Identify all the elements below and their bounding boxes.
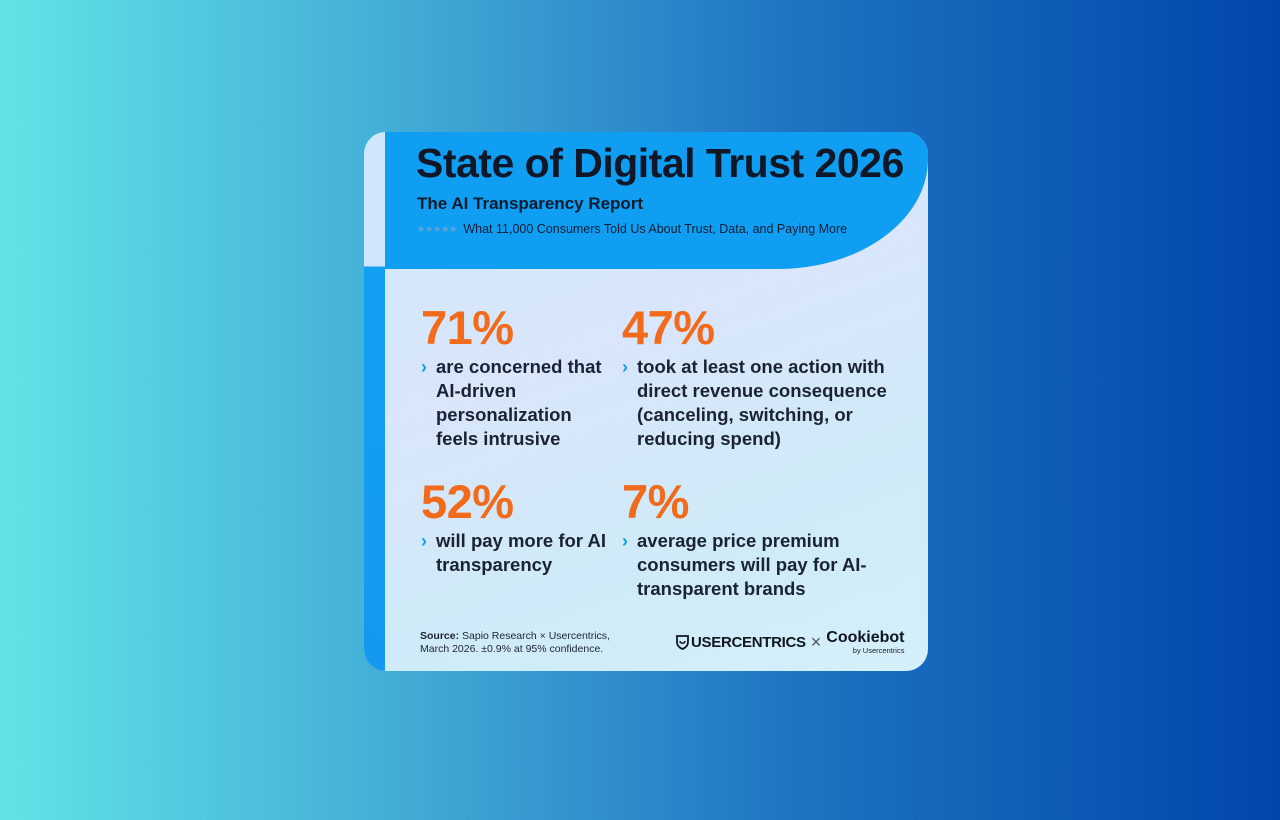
infographic-card: State of Digital Trust 2026 The AI Trans… xyxy=(364,132,928,671)
cookiebot-logo: Cookiebot by Usercentrics xyxy=(826,630,904,655)
stat-description: › average price premium consumers will p… xyxy=(622,529,882,601)
stat-description: › are concerned that AI-driven personali… xyxy=(421,355,611,451)
usercentrics-logo: USERCENTRICS xyxy=(691,633,806,651)
source-text: Sapio Research × Usercentrics, xyxy=(462,630,610,642)
source-line-2: March 2026. ±0.9% at 95% confidence. xyxy=(420,643,604,655)
source-label: Source: xyxy=(420,630,460,642)
chevron-right-icon: › xyxy=(421,357,427,377)
cookiebot-name: Cookiebot xyxy=(826,629,905,646)
partner-logos: USERCENTRICS × Cookiebot by Usercentrics xyxy=(676,630,904,655)
page-title: State of Digital Trust 2026 xyxy=(416,140,904,186)
stat-block: 52% › will pay more for AI transparency xyxy=(421,478,621,577)
report-subtitle: The AI Transparency Report xyxy=(417,194,644,213)
stat-text: are concerned that AI-driven personaliza… xyxy=(436,356,602,449)
stat-description: › will pay more for AI transparency xyxy=(421,529,621,577)
cookiebot-byline: by Usercentrics xyxy=(852,646,905,655)
logo-separator: × xyxy=(810,631,822,652)
shield-icon xyxy=(676,634,689,650)
star-rating-icon: ★★★★★ xyxy=(417,223,458,234)
left-accent-strip xyxy=(364,132,385,671)
stat-block: 71% › are concerned that AI-driven perso… xyxy=(421,304,611,451)
stat-percent: 52% xyxy=(421,475,514,528)
stat-text: average price premium consumers will pay… xyxy=(637,530,867,599)
source-note: Source: Sapio Research × Usercentrics, M… xyxy=(420,630,610,656)
stat-block: 47% › took at least one action with dire… xyxy=(622,304,902,451)
chevron-right-icon: › xyxy=(421,531,427,551)
tagline: ★★★★★ What 11,000 Consumers Told Us Abou… xyxy=(417,222,847,236)
tagline-text: What 11,000 Consumers Told Us About Trus… xyxy=(463,222,848,236)
header-banner xyxy=(385,132,928,269)
chevron-right-icon: › xyxy=(622,357,628,377)
stat-text: will pay more for AI transparency xyxy=(436,530,606,575)
stat-percent: 47% xyxy=(622,301,715,354)
stat-percent: 7% xyxy=(622,475,689,528)
chevron-right-icon: › xyxy=(622,531,628,551)
stat-percent: 71% xyxy=(421,301,514,354)
stat-block: 7% › average price premium consumers wil… xyxy=(622,478,882,601)
stat-text: took at least one action with direct rev… xyxy=(637,356,887,449)
source-line-1: Source: Sapio Research × Usercentrics, xyxy=(420,630,610,643)
stat-description: › took at least one action with direct r… xyxy=(622,355,902,451)
